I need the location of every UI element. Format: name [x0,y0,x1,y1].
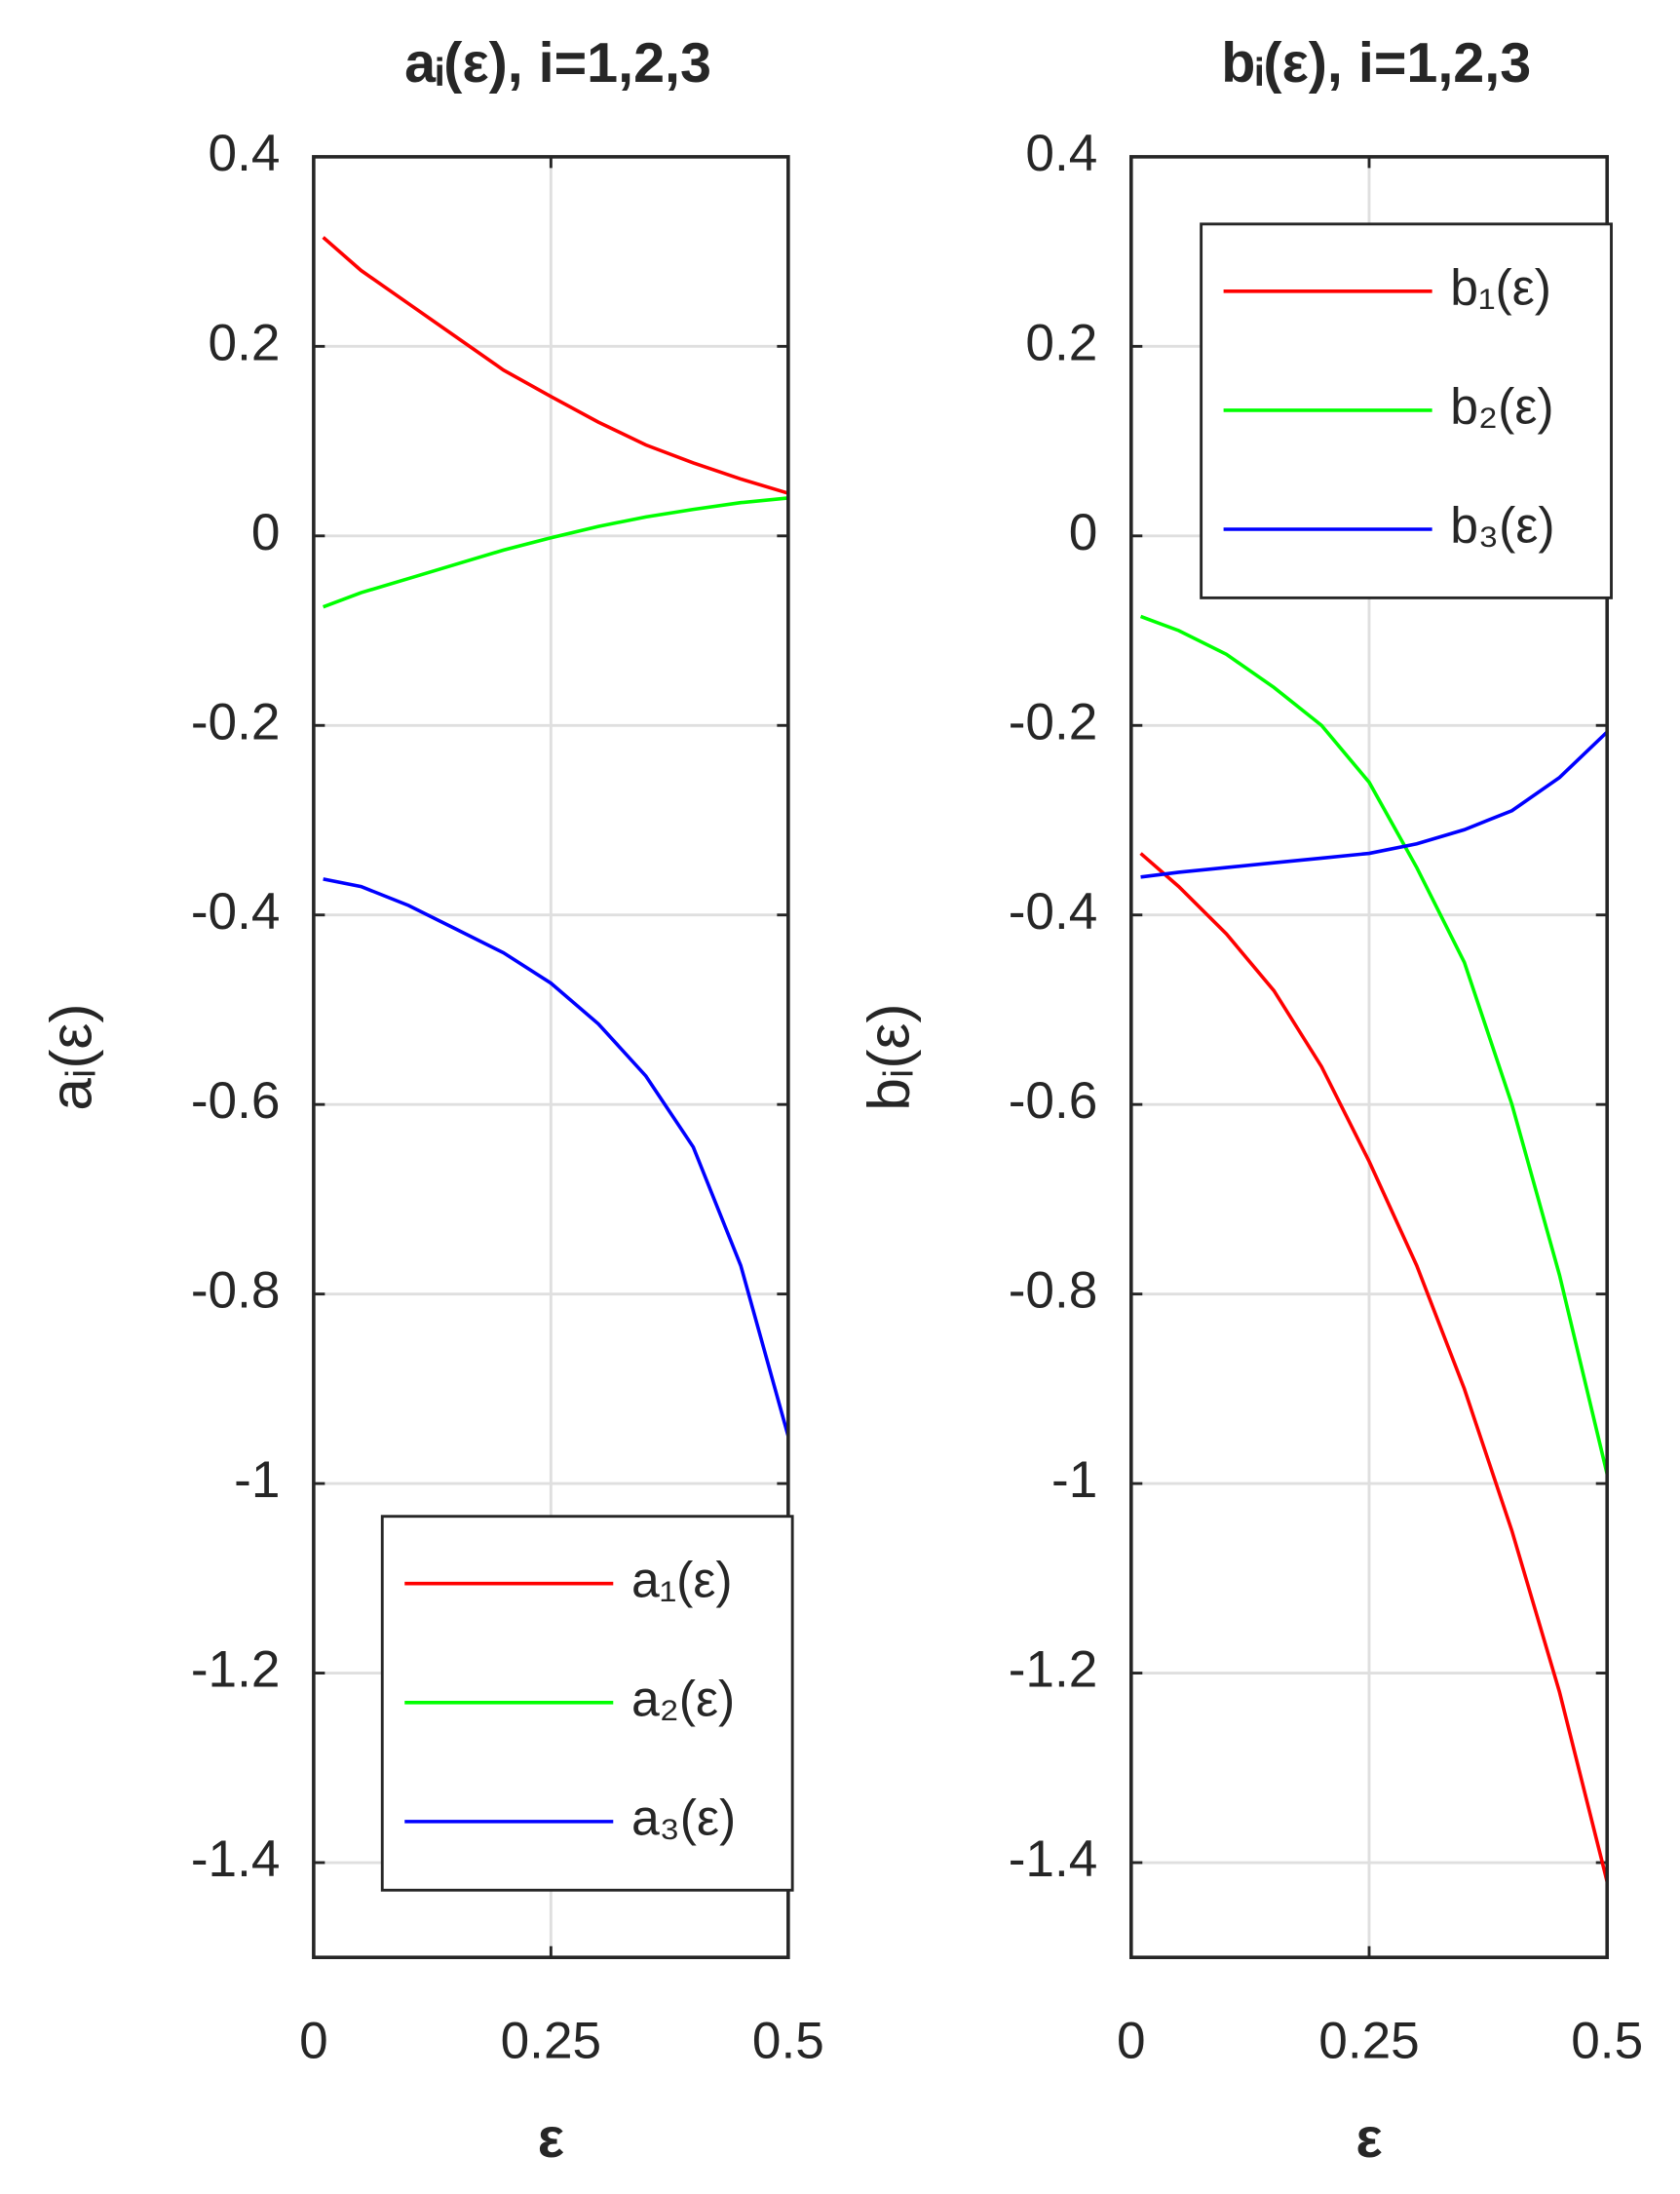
line-series [1139,614,1609,1475]
legend: b₁(ε) b₂(ε) b₃(ε) [1200,222,1613,599]
y-tick-label: -1.2 [191,1641,281,1699]
x-tick-label: 0.25 [1318,2012,1419,2069]
legend-label: b₃(ε) [1450,497,1554,554]
line-series [323,496,789,609]
x-axis-label: ε [538,2107,564,2170]
x-tick-label: 0 [299,2012,328,2069]
y-tick-label: -0.2 [191,693,281,751]
legend-label: a₃(ε) [631,1790,736,1846]
x-tick-label: 0.25 [501,2012,601,2069]
legend-label: b₂(ε) [1450,378,1553,435]
y-tick-label: -1.2 [1009,1641,1098,1699]
line-series [323,877,790,1437]
y-tick-label: -0.8 [1009,1262,1098,1320]
y-tick-label: -0.4 [191,883,281,941]
y-tick-label: -0.4 [1009,883,1098,941]
y-tick-label: 0.4 [209,125,281,182]
line-series [322,236,789,495]
chart-title: bᵢ(ε), i=1,2,3 [1221,32,1531,95]
chart: -1.4 -1.2 -1 -0.8 -0.6 -0.4 -0.2 0 0.2 0.4 0 0.25 0.… [856,32,1644,2170]
y-tick-label: 0 [251,504,281,561]
x-tick-label: 0.5 [1571,2012,1643,2069]
y-tick-label: 0.2 [209,314,281,371]
y-tick-label: 0.2 [1025,314,1097,371]
chart: -1.4 -1.2 -1 -0.8 -0.6 -0.4 -0.2 0 0.2 0.4 0 0.25 0.… [38,32,824,2170]
line-series [1140,730,1609,879]
axes-box [1128,155,1609,1960]
y-axis-label: bᵢ(ε) [856,1003,922,1110]
x-axis-label: ε [1355,2107,1382,2170]
chart-title: aᵢ(ε), i=1,2,3 [404,32,711,95]
y-tick-label: -1.4 [1009,1830,1098,1888]
legend-label: a₁(ε) [631,1551,733,1607]
y-tick-label: 0.4 [1025,125,1097,182]
x-tick-label: 0 [1117,2012,1146,2069]
x-tick-label: 0.5 [752,2012,824,2069]
y-tick-label: -1.4 [191,1830,281,1888]
legend-label: b₁(ε) [1450,258,1551,315]
legend: a₁(ε) a₂(ε) a₃(ε) [380,1515,794,1892]
y-tick-label: -1 [234,1451,280,1509]
y-tick-label: -0.8 [191,1262,281,1320]
y-tick-label: -0.6 [191,1072,281,1130]
y-tick-label: -1 [1051,1451,1097,1509]
y-tick-label: 0 [1069,504,1098,561]
line-series [1139,852,1609,1882]
y-tick-label: -0.2 [1009,693,1098,751]
axes-box [312,155,790,1960]
y-axis-label: aᵢ(ε) [38,1003,104,1110]
y-tick-label: -0.6 [1009,1072,1098,1130]
legend-label: a₂(ε) [631,1670,735,1726]
